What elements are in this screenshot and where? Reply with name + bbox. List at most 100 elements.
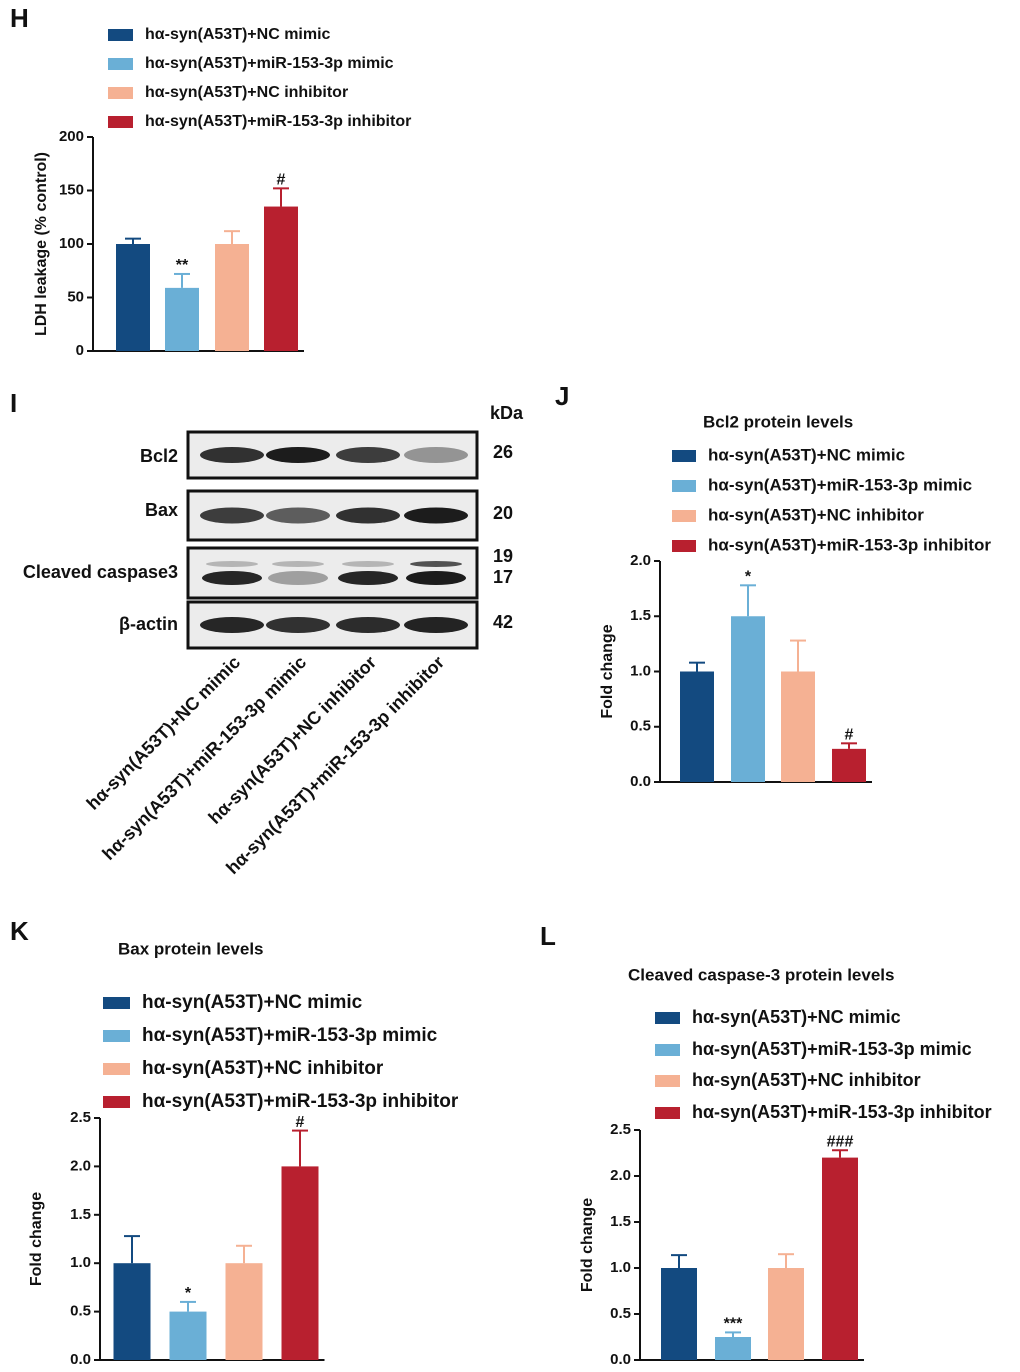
chart-title: Cleaved caspase-3 protein levels (628, 965, 894, 984)
y-tick-label: 150 (59, 181, 84, 198)
bar (822, 1157, 858, 1360)
bar (781, 671, 815, 782)
significance-label: * (745, 569, 752, 586)
legend-swatch (108, 87, 133, 99)
y-tick-label: 2.0 (630, 552, 651, 569)
band (336, 617, 400, 633)
panel-label: J (555, 381, 569, 411)
bar (169, 1311, 207, 1360)
panel-label: I (10, 388, 17, 418)
legend-swatch (655, 1044, 680, 1056)
row-label: β-actin (119, 614, 178, 634)
bar (165, 287, 199, 351)
bar (731, 616, 765, 782)
band (268, 571, 328, 585)
panel-label: H (10, 3, 29, 33)
legend-label: hα-syn(A53T)+miR-153-3p mimic (692, 1039, 972, 1059)
significance-label: # (845, 727, 854, 744)
legend-swatch (108, 58, 133, 70)
y-tick-label: 0.5 (610, 1305, 631, 1322)
bar (680, 671, 714, 782)
y-tick-label: 1.5 (70, 1206, 91, 1223)
bar (768, 1268, 804, 1360)
y-tick-label: 0 (76, 342, 84, 359)
band (266, 447, 330, 463)
y-axis-label: Fold change (28, 1192, 45, 1286)
bar (264, 206, 298, 351)
band (406, 571, 466, 585)
y-tick-label: 1.0 (610, 1259, 631, 1276)
band (200, 617, 264, 633)
row-label: Bax (145, 500, 178, 520)
row-label: Bcl2 (140, 446, 178, 466)
legend-label: hα-syn(A53T)+NC mimic (142, 992, 363, 1013)
bar (281, 1166, 319, 1360)
legend-swatch (672, 450, 696, 462)
band (342, 561, 394, 567)
y-tick-label: 2.0 (70, 1157, 91, 1174)
band (404, 507, 468, 524)
legend-swatch (103, 1030, 130, 1042)
legend-label: hα-syn(A53T)+NC inhibitor (692, 1070, 921, 1090)
legend-swatch (655, 1012, 680, 1024)
band (338, 571, 398, 585)
y-tick-label: 200 (59, 128, 84, 145)
y-tick-label: 100 (59, 235, 84, 252)
band (266, 617, 330, 633)
y-axis-label: Fold change (599, 624, 616, 718)
legend-swatch (672, 510, 696, 522)
legend-swatch (672, 540, 696, 552)
bar (225, 1263, 263, 1360)
legend-swatch (108, 116, 133, 128)
bar (832, 748, 866, 782)
band (336, 447, 400, 463)
band (336, 507, 400, 524)
legend-label: hα-syn(A53T)+miR-153-3p mimic (142, 1025, 438, 1046)
legend-label: hα-syn(A53T)+NC inhibitor (708, 505, 924, 524)
legend-label: hα-syn(A53T)+miR-153-3p inhibitor (142, 1091, 459, 1112)
panel-label: K (10, 916, 29, 946)
chart-title: Bax protein levels (118, 939, 264, 958)
legend-label: hα-syn(A53T)+NC mimic (708, 445, 905, 464)
band (410, 561, 462, 567)
kda-label: 42 (493, 612, 513, 632)
significance-label: ** (176, 257, 189, 274)
band (202, 571, 262, 585)
y-tick-label: 0.0 (70, 1351, 91, 1368)
y-tick-label: 0.0 (610, 1351, 631, 1368)
y-tick-label: 0.5 (630, 718, 651, 735)
significance-label: * (185, 1285, 192, 1302)
legend-swatch (103, 997, 130, 1009)
y-tick-label: 50 (67, 288, 84, 305)
legend-swatch (103, 1096, 130, 1108)
y-tick-label: 2.0 (610, 1167, 631, 1184)
legend-label: hα-syn(A53T)+miR-153-3p inhibitor (145, 113, 411, 130)
legend-label: hα-syn(A53T)+miR-153-3p mimic (708, 475, 972, 494)
legend-label: hα-syn(A53T)+NC mimic (145, 26, 331, 43)
legend-label: hα-syn(A53T)+miR-153-3p mimic (145, 55, 394, 72)
y-tick-label: 1.5 (610, 1213, 631, 1230)
kda-label: 17 (493, 567, 513, 587)
band (404, 617, 468, 633)
y-tick-label: 2.5 (610, 1121, 631, 1138)
y-tick-label: 1.0 (630, 662, 651, 679)
chart-title: Bcl2 protein levels (703, 412, 853, 431)
significance-label: *** (724, 1316, 743, 1333)
legend-swatch (108, 29, 133, 41)
band (200, 507, 264, 524)
kda-label: 26 (493, 442, 513, 462)
bar (113, 1263, 151, 1360)
legend-label: hα-syn(A53T)+NC inhibitor (142, 1058, 384, 1079)
band (272, 561, 324, 567)
bar (116, 244, 150, 351)
band (206, 561, 258, 567)
legend-swatch (672, 480, 696, 492)
significance-label: # (277, 172, 286, 189)
y-tick-label: 1.0 (70, 1254, 91, 1271)
legend-swatch (103, 1063, 130, 1075)
legend-label: hα-syn(A53T)+NC mimic (692, 1007, 901, 1027)
bar (215, 244, 249, 351)
significance-label: ### (827, 1133, 854, 1150)
row-label: Cleaved caspase3 (23, 562, 178, 582)
